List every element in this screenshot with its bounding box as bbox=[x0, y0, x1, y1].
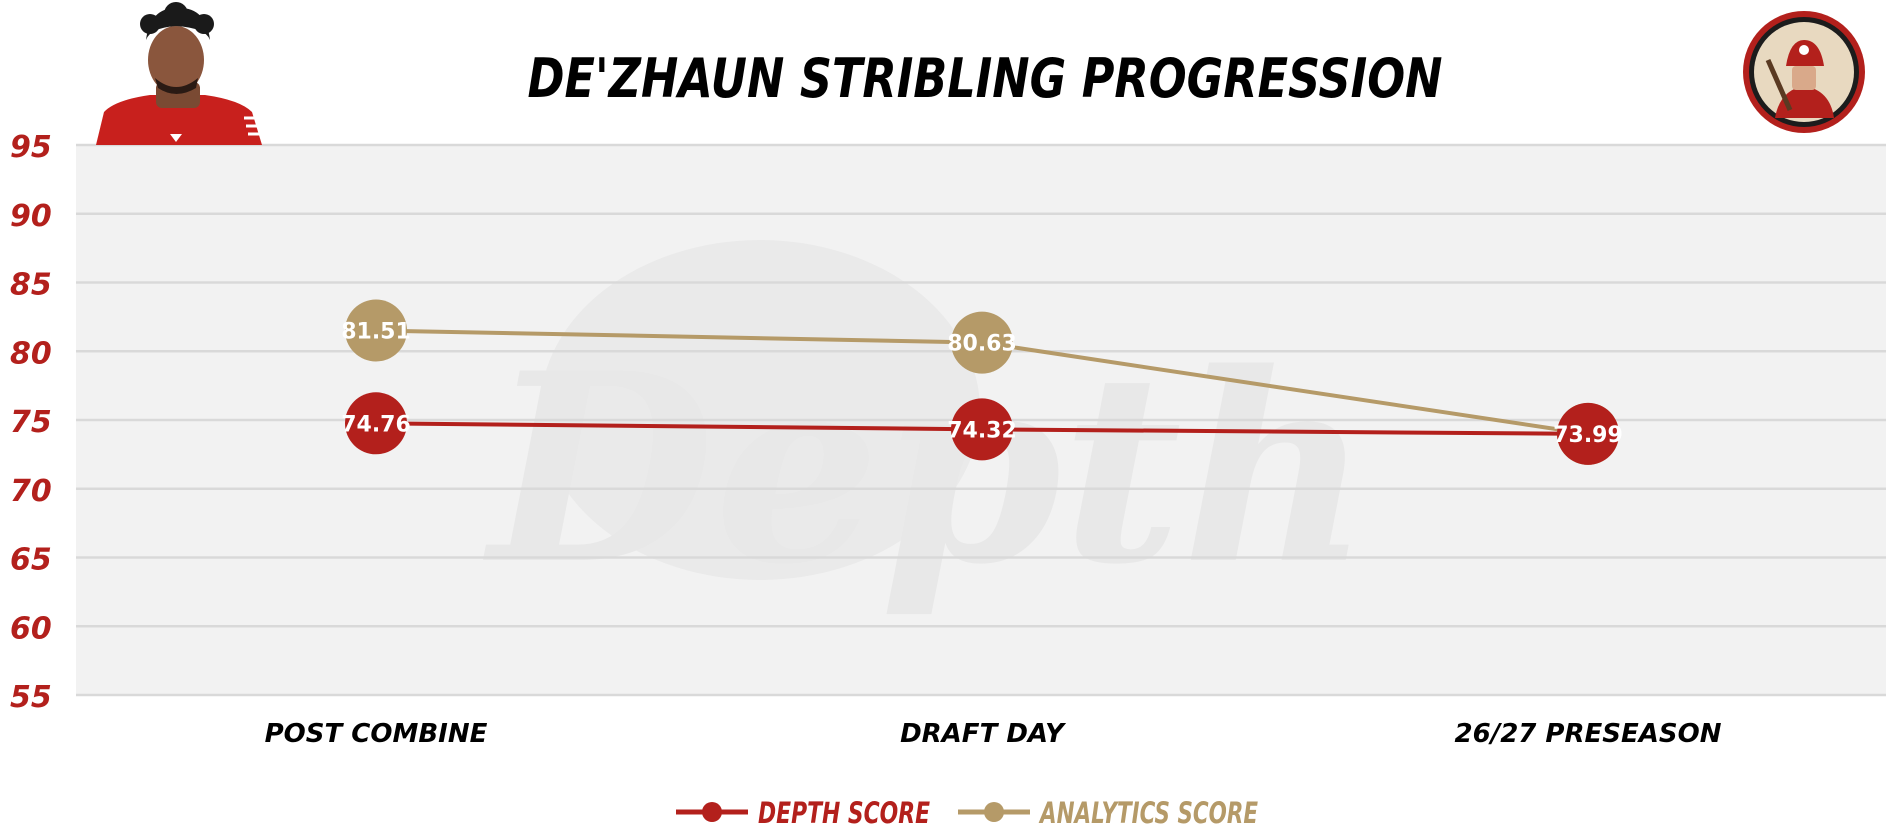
data-point bbox=[1557, 402, 1619, 465]
y-tick-label: 75 bbox=[10, 405, 52, 440]
legend: DEPTH SCORE ANALYTICS SCORE bbox=[676, 796, 1258, 830]
y-tick-label: 70 bbox=[10, 474, 52, 509]
x-tick-label: POST COMBINE bbox=[265, 719, 488, 749]
y-tick-label: 60 bbox=[10, 611, 52, 646]
data-label: 73.99 bbox=[1553, 423, 1623, 448]
y-tick-label: 90 bbox=[10, 199, 52, 234]
y-tick-label: 55 bbox=[10, 680, 52, 715]
miner-logo-icon bbox=[1743, 11, 1865, 133]
x-tick-label: 26/27 PRESEASON bbox=[1455, 719, 1722, 749]
legend-label: DEPTH SCORE bbox=[758, 796, 930, 830]
chart-title: DE'ZHAUN STRIBLING PROGRESSION bbox=[528, 47, 1443, 110]
player-headshot-icon bbox=[96, 2, 262, 145]
svg-text:Depth: Depth bbox=[481, 317, 1371, 622]
legend-marker bbox=[984, 802, 1004, 822]
data-label: 81.51 bbox=[341, 319, 411, 344]
data-point bbox=[345, 299, 407, 362]
data-point bbox=[345, 392, 407, 455]
legend-marker bbox=[702, 802, 722, 822]
x-axis: POST COMBINE DRAFT DAY 26/27 PRESEASON bbox=[265, 719, 1722, 749]
legend-label: ANALYTICS SCORE bbox=[1039, 796, 1259, 830]
y-tick-label: 80 bbox=[10, 336, 52, 371]
data-label: 80.63 bbox=[947, 332, 1017, 357]
data-point bbox=[951, 311, 1013, 374]
y-tick-label: 65 bbox=[10, 543, 52, 578]
data-label: 74.32 bbox=[947, 418, 1017, 443]
depth-watermark-icon: Depth bbox=[481, 240, 1371, 622]
y-tick-label: 95 bbox=[10, 130, 52, 165]
data-label: 74.76 bbox=[341, 412, 411, 437]
y-axis: 95 90 85 80 75 70 65 60 55 bbox=[10, 130, 52, 715]
data-point bbox=[951, 398, 1013, 461]
y-tick-label: 85 bbox=[10, 268, 52, 303]
x-tick-label: DRAFT DAY bbox=[900, 719, 1067, 749]
